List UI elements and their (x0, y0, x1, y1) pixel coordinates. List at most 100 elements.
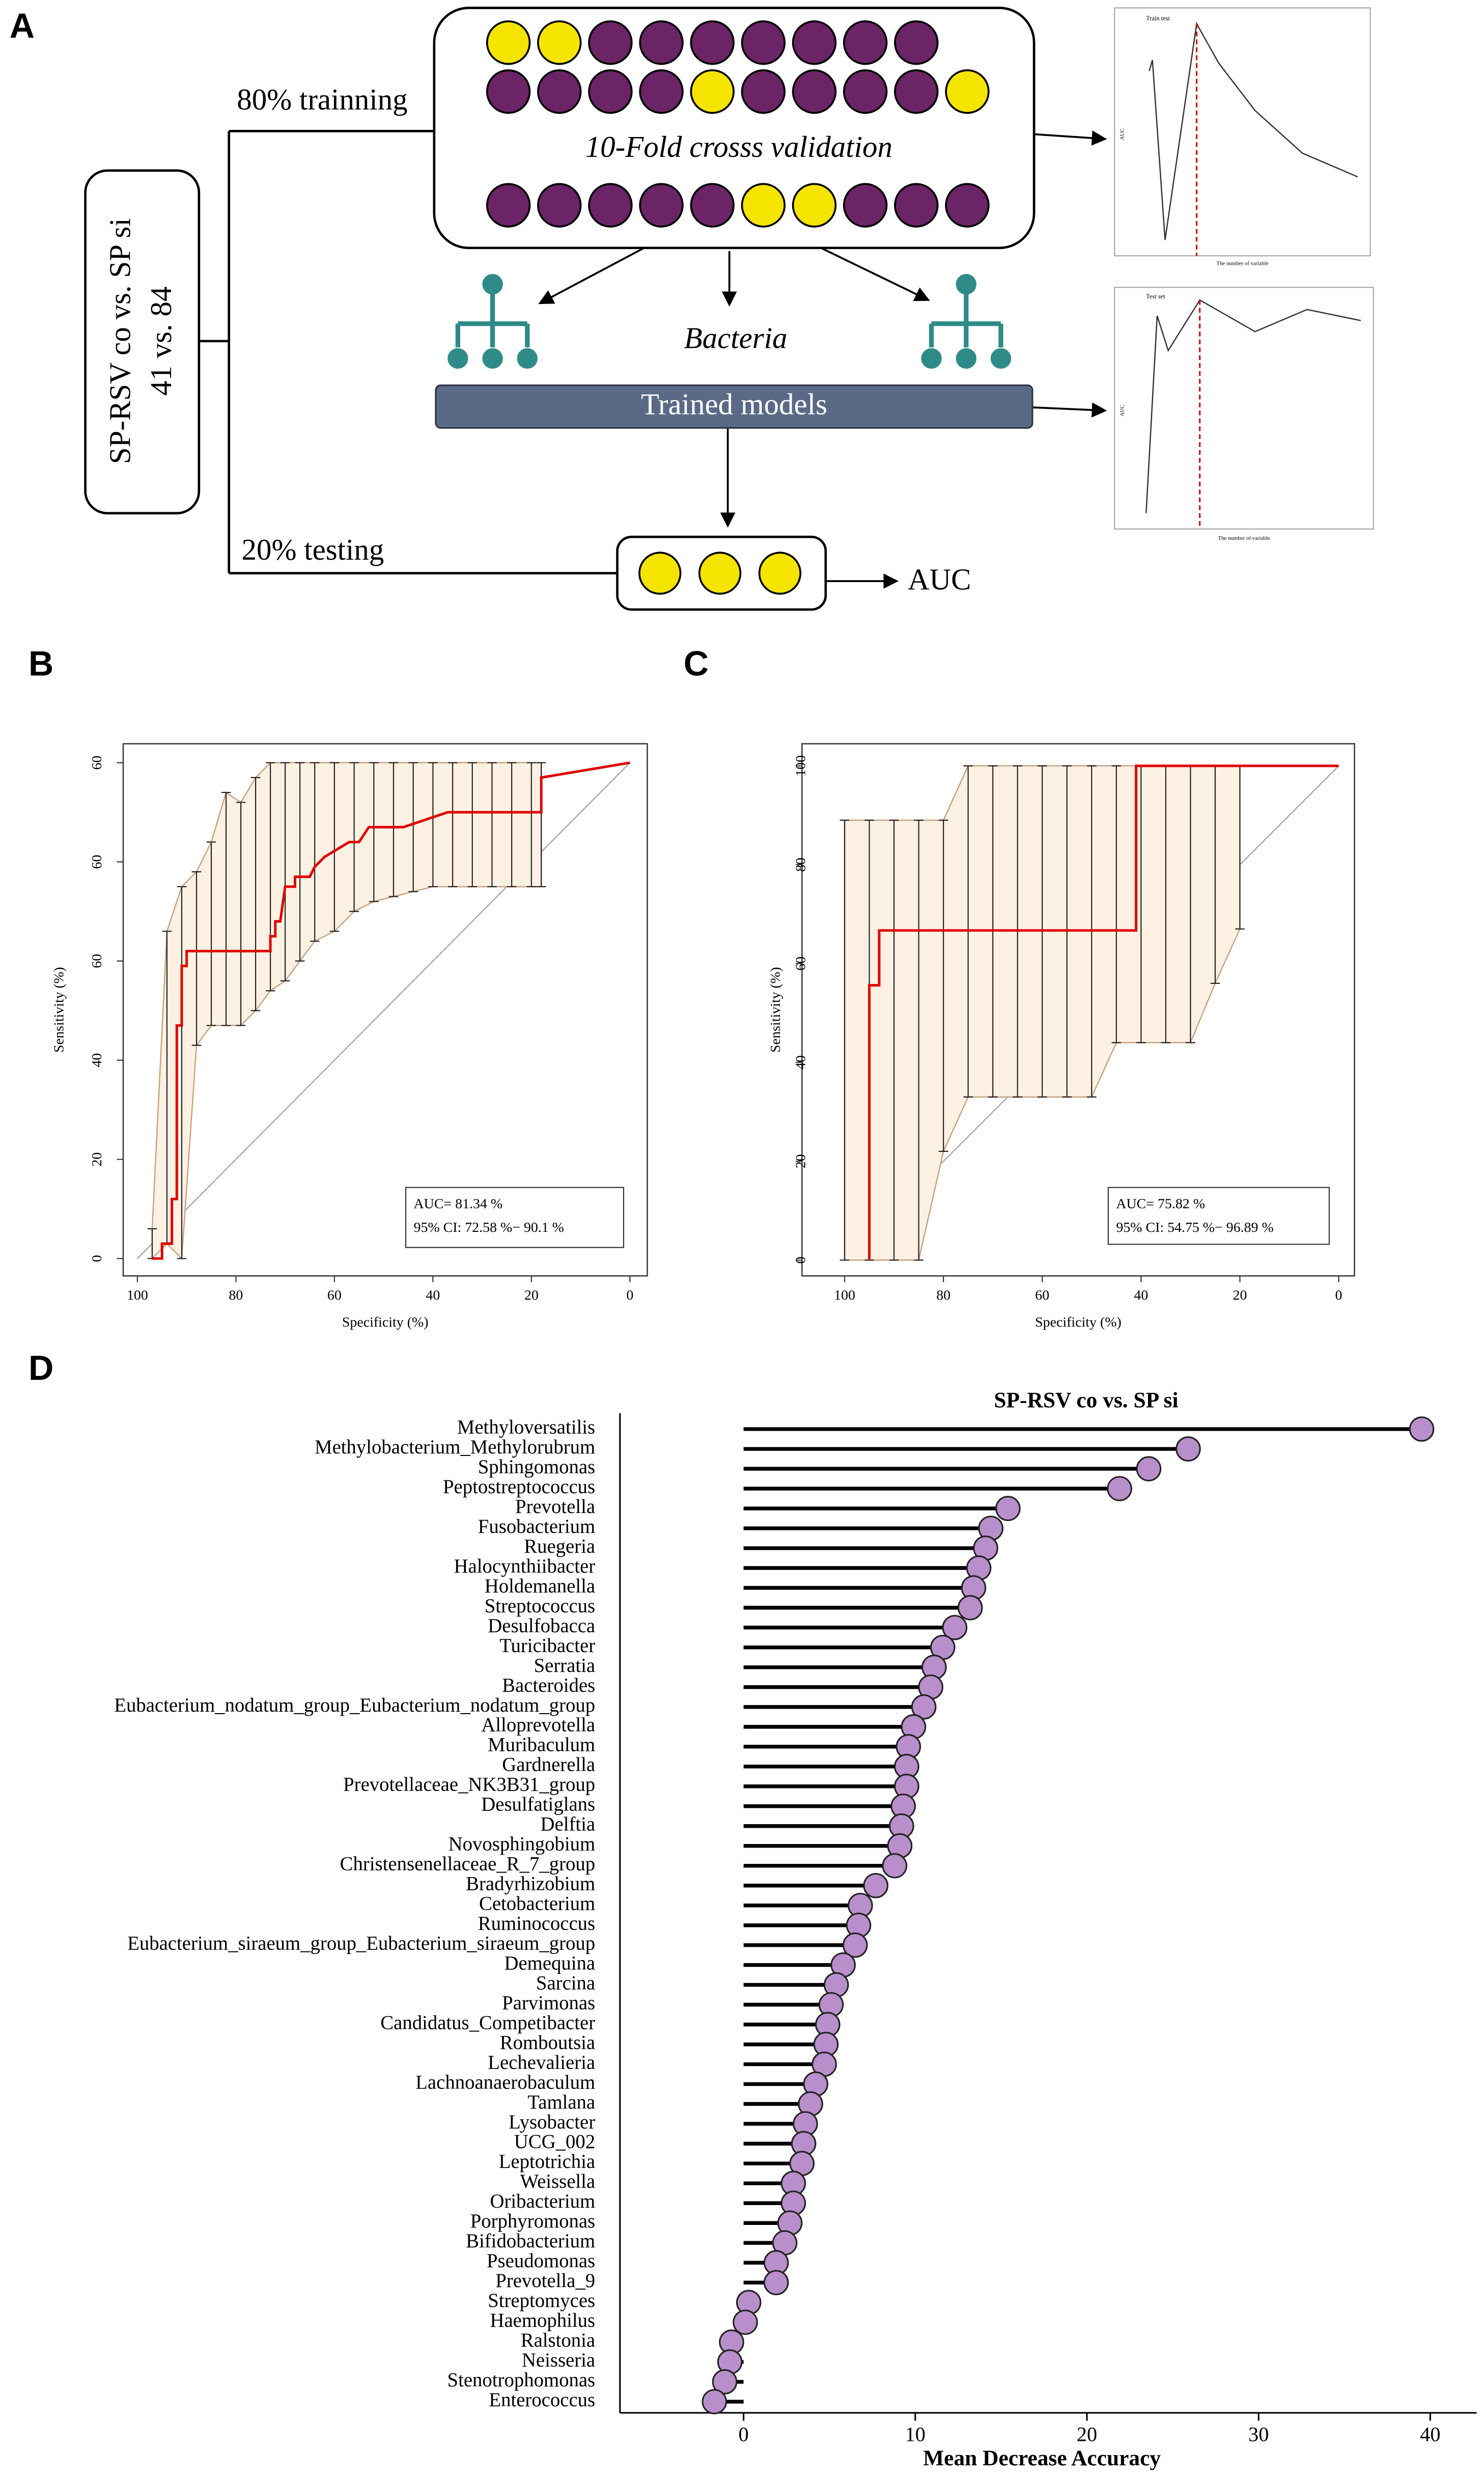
category-label: Christensenellaceae_R_7_group (340, 1853, 595, 1875)
category-label: Ruegeria (524, 1535, 595, 1557)
panel-label: D (29, 1349, 53, 1387)
sample-dot (690, 69, 735, 114)
test-dots (638, 552, 802, 595)
category-label: Serratia (534, 1655, 595, 1676)
category-label: Eubacterium_siraeum_group_Eubacterium_si… (127, 1932, 595, 1954)
category-label: Demequina (505, 1952, 596, 1974)
y-tick-label: 20 (793, 1154, 809, 1168)
x-tick-label: 100 (127, 1287, 148, 1303)
category-label: Enterococcus (489, 2389, 595, 2411)
category-label: Neisseria (522, 2349, 595, 2371)
x-tick-label: 40 (1134, 1287, 1148, 1303)
reference-diagonal (137, 762, 631, 1259)
category-label: Leptotrichia (499, 2151, 595, 2172)
x-axis-label: Mean Decrease Accuracy (923, 2446, 1161, 2470)
sample-dot (588, 20, 633, 65)
category-label: Turicibacter (499, 1635, 595, 1657)
tree-icon (447, 273, 538, 369)
category-label: Lysobacter (509, 2111, 595, 2133)
category-label: Ruminococcus (478, 1912, 595, 1934)
x-axis-label: Specificity (%) (342, 1314, 429, 1330)
x-tick-label: 0 (739, 2423, 749, 2446)
annotation: AUC= 81.34 % (414, 1196, 503, 1212)
feature-label: Bacteria (684, 321, 788, 354)
test-label: 20% testing (242, 533, 384, 566)
mini-title: Test set (1146, 293, 1165, 300)
panel-label: B (29, 645, 53, 683)
connector (199, 130, 618, 574)
dot (957, 1595, 983, 1620)
y-tick-label: 40 (89, 1053, 105, 1067)
y-tick-label: 0 (89, 1255, 105, 1262)
category-label: Candidatus_Competibacter (380, 2012, 595, 2033)
category-label: Ralstonia (521, 2329, 595, 2351)
category-label: Prevotella (515, 1496, 595, 1518)
sample-dot (792, 69, 837, 114)
mini-y-label: AUC (1119, 128, 1125, 140)
y-tick-label: 100 (793, 755, 809, 777)
mini-title: Train test (1146, 15, 1170, 22)
mini-x-label: The number of variable (1218, 535, 1270, 541)
category-label: Stenotrophomonas (447, 2369, 596, 2391)
tree-icon (921, 273, 1012, 369)
mini-chart: Train test The number of variable AUC (1114, 7, 1371, 266)
panel-a: A SP-RSV co vs. SP si 41 vs. 84 80% trai… (10, 7, 1374, 611)
y-tick-label: 60 (89, 855, 105, 869)
train-label: 80% trainning (237, 83, 407, 116)
y-tick-label: 40 (793, 1055, 809, 1069)
sample-dot (486, 69, 531, 114)
sample-dot (486, 183, 531, 228)
category-label: Methylobacterium_Methylorubrum (315, 1436, 595, 1458)
category-label: Sphingomonas (478, 1456, 595, 1478)
category-label: Bradyrhizobium (466, 1873, 595, 1895)
category-label: Sarcina (536, 1972, 595, 1994)
category-label: UCG_002 (514, 2131, 595, 2153)
category-label: Cetobacterium (479, 1893, 595, 1915)
category-label: Methyloversatilis (457, 1416, 595, 1438)
category-label: Porphyromonas (470, 2210, 595, 2232)
sample-dot (537, 20, 582, 65)
category-label: Desulfobacca (488, 1615, 595, 1637)
category-label: Streptococcus (485, 1595, 595, 1617)
category-label: Lechevalieria (488, 2051, 595, 2073)
x-tick-label: 40 (426, 1287, 440, 1303)
annotation: AUC= 75.82 % (1116, 1196, 1205, 1212)
sample-dot (537, 183, 582, 228)
category-label: Bifidobacterium (466, 2230, 595, 2252)
sample-dot (741, 69, 786, 114)
x-tick-label: 60 (1035, 1287, 1049, 1303)
sample-dot (894, 183, 939, 228)
y-axis-label: Sensitivity (%) (768, 967, 783, 1053)
mini-chart: Test set The number of variable AUC (1114, 287, 1374, 541)
sample-dot (588, 69, 633, 114)
mini-x-label: The number of variable (1216, 260, 1268, 266)
category-label: Muribaculum (488, 1734, 595, 1756)
category-label: Desulfatiglans (481, 1794, 595, 1815)
dataset-box (84, 169, 201, 515)
dot (1175, 1436, 1201, 1462)
x-tick-label: 0 (626, 1287, 633, 1303)
category-label: Delftia (541, 1813, 596, 1835)
category-label: Alloprevotella (481, 1714, 595, 1736)
roc-curve (152, 761, 630, 1260)
sample-dot (486, 20, 531, 65)
sample-dot (894, 20, 939, 65)
category-label: Peptostreptococcus (443, 1476, 595, 1498)
sample-dot (537, 69, 582, 114)
sample-dot (639, 20, 684, 65)
sample-dot (741, 20, 786, 65)
y-tick-label: 60 (89, 756, 105, 770)
sample-dot (639, 183, 684, 228)
category-label: Eubacterium_nodatum_group_Eubacterium_no… (114, 1694, 595, 1716)
x-tick-label: 80 (936, 1287, 950, 1303)
output-label: AUC (908, 563, 971, 596)
dot (763, 2270, 789, 2295)
category-label: Fusobacterium (478, 1516, 595, 1537)
dot (1409, 1416, 1435, 1442)
y-tick-label: 0 (793, 1256, 809, 1263)
x-tick-label: 20 (1077, 2423, 1097, 2446)
dot (1107, 1476, 1132, 1501)
cv-box (433, 7, 1035, 250)
sample-dot (945, 183, 990, 228)
